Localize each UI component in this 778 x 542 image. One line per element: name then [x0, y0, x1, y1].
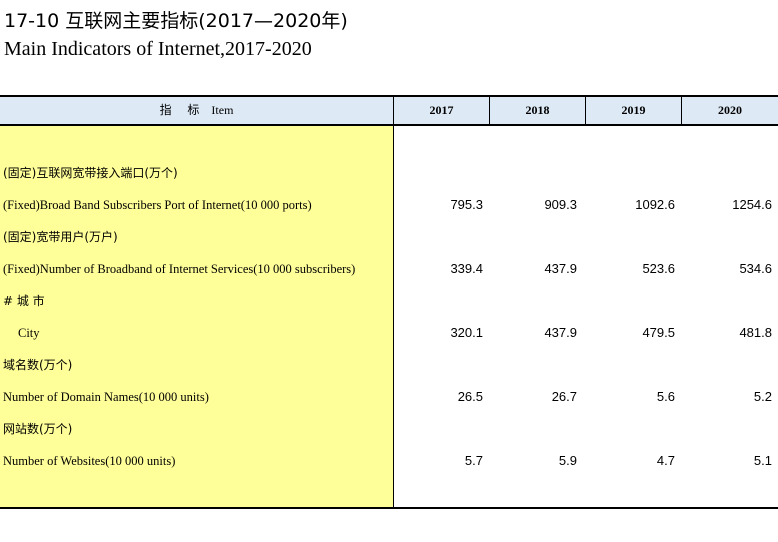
value-cell: 4.7	[656, 453, 675, 468]
row-label: # 城 市	[3, 294, 45, 308]
value-cell: 479.5	[642, 325, 675, 340]
row-label: Number of Domain Names(10 000 units)	[3, 390, 209, 404]
value-cell	[585, 157, 675, 189]
value-cell	[393, 157, 483, 189]
row-label: (固定)宽带用户(万户)	[3, 230, 118, 244]
indicators-table: 指 标 Item 2017 2018 2019 2020 (固定)互联网宽带接入端…	[0, 95, 778, 510]
header-divider-2019	[585, 97, 586, 124]
value-cell: 5.9	[558, 453, 577, 468]
value-cell: 5.6	[656, 389, 675, 404]
row-label: 域名数(万个)	[3, 358, 73, 372]
header-item-cell: 指 标 Item	[0, 97, 393, 124]
value-cell	[487, 413, 577, 445]
row-label: (Fixed)Number of Broadband of Internet S…	[3, 262, 356, 276]
value-cell	[585, 413, 675, 445]
value-cell	[487, 221, 577, 253]
value-cell: 5.1	[753, 453, 772, 468]
value-cell	[487, 349, 577, 381]
value-cell: 437.9	[544, 325, 577, 340]
value-cell: 339.4	[450, 261, 483, 276]
value-cell: 523.6	[642, 261, 675, 276]
header-divider-2020	[681, 97, 682, 124]
table-row: Number of Websites(10 000 units) 5.7 5.9 4.…	[0, 445, 778, 477]
table-row: 网站数(万个)	[0, 413, 778, 445]
value-cell	[682, 157, 772, 189]
value-cell: 437.9	[544, 261, 577, 276]
value-cell	[487, 157, 577, 189]
row-label: (Fixed)Broad Band Subscribers Port of In…	[3, 198, 312, 212]
header-divider-2018	[489, 97, 490, 124]
value-cell	[393, 221, 483, 253]
value-cell	[585, 285, 675, 317]
header-item-cn: 指 标	[159, 103, 206, 117]
value-cell	[585, 349, 675, 381]
header-bottom-rule	[0, 124, 778, 126]
value-cell: 795.3	[450, 197, 483, 212]
value-cell: 909.3	[544, 197, 577, 212]
row-label: City	[18, 326, 40, 340]
value-cell: 1254.6	[732, 197, 772, 212]
value-cell: 5.2	[753, 389, 772, 404]
value-cell	[393, 285, 483, 317]
table-row: 域名数(万个)	[0, 349, 778, 381]
value-cell	[682, 349, 772, 381]
page-title-en: Main Indicators of Internet,2017-2020	[4, 38, 312, 60]
table-row: (Fixed)Broad Band Subscribers Port of In…	[0, 189, 778, 221]
header-year-2018: 2018	[525, 103, 550, 117]
value-cell	[393, 413, 483, 445]
page-title-cn: 17-10 互联网主要指标(2017—2020年)	[4, 10, 348, 32]
value-cell	[585, 221, 675, 253]
value-cell: 1092.6	[635, 197, 675, 212]
value-cell: 5.7	[464, 453, 483, 468]
value-cell	[682, 413, 772, 445]
table-row: City 320.1 437.9 479.5 481.8	[0, 317, 778, 349]
table-top-rule	[0, 95, 778, 97]
item-column-divider	[393, 97, 394, 507]
value-cell	[682, 221, 772, 253]
value-cell: 481.8	[739, 325, 772, 340]
header-background	[0, 97, 778, 124]
header-year-2020: 2020	[718, 103, 742, 117]
table-bottom-rule	[0, 507, 778, 509]
row-label: 网站数(万个)	[3, 422, 73, 436]
row-label: Number of Websites(10 000 units)	[3, 454, 176, 468]
value-cell	[487, 285, 577, 317]
value-cell: 26.7	[551, 389, 577, 404]
value-cell	[393, 349, 483, 381]
row-label: (固定)互联网宽带接入端口(万个)	[3, 166, 178, 180]
value-cell: 320.1	[450, 325, 483, 340]
header-year-2017: 2017	[429, 103, 454, 117]
table-row: (Fixed)Number of Broadband of Internet S…	[0, 253, 778, 285]
table-row: (固定)互联网宽带接入端口(万个)	[0, 157, 778, 189]
header-item-en: Item	[211, 103, 234, 117]
value-cell: 26.5	[457, 389, 483, 404]
item-column-background	[0, 126, 393, 507]
value-cell: 534.6	[739, 261, 772, 276]
header-year-2019: 2019	[621, 103, 646, 117]
table-row: Number of Domain Names(10 000 units) 26.5…	[0, 381, 778, 413]
table-row: (固定)宽带用户(万户)	[0, 221, 778, 253]
value-cell	[682, 285, 772, 317]
table-row: # 城 市	[0, 285, 778, 317]
